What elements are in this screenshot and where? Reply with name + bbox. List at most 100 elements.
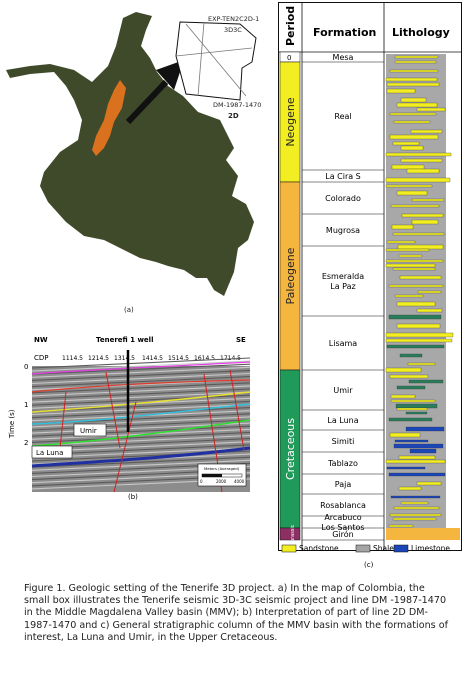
- lithology-bed: [408, 379, 444, 384]
- la-luna-label: La Luna: [36, 449, 63, 457]
- scale-tick-2: 4000: [234, 479, 245, 484]
- lithology-bed: [389, 69, 439, 73]
- la-luna-label-box: [31, 445, 73, 459]
- horizon-basement: [31, 446, 251, 468]
- formation-label: Girón: [332, 529, 354, 539]
- lithology-bed: [386, 88, 416, 94]
- scale-tick-1: 2000: [216, 479, 227, 484]
- lithology-bed: [389, 374, 429, 379]
- formation-label: Simiti: [332, 437, 355, 446]
- panel-c-letter: (c): [364, 561, 374, 569]
- period-label: Jurassic: [290, 524, 296, 544]
- lithology-bed: [385, 152, 452, 157]
- legend-swatch-limestone: [393, 544, 409, 553]
- survey-label-2: 3D3C: [224, 26, 242, 34]
- lithology-bed: [397, 244, 444, 250]
- lithology-bed: [416, 107, 446, 112]
- panel-a-letter: (a): [124, 306, 134, 314]
- lithology-bed: [411, 219, 439, 225]
- formation-label: Mesa: [333, 53, 354, 62]
- lithology-bed: [394, 55, 439, 59]
- formation-label: La Luna: [327, 416, 358, 425]
- dir-right: SE: [236, 336, 246, 344]
- lithology-bed: [400, 97, 427, 103]
- panel-b-letter: (b): [128, 493, 138, 501]
- formation-label: Rosablanca: [320, 501, 366, 510]
- time-tick: 1: [24, 401, 28, 409]
- formation-label: La Paz: [330, 282, 355, 291]
- lithology-bed: [385, 338, 453, 343]
- time-tick: 0: [24, 363, 28, 371]
- legend-shale: Shale: [373, 544, 394, 553]
- formation-label: Real: [334, 112, 351, 121]
- period-label: 0: [287, 54, 291, 62]
- lithology-bed: [392, 267, 436, 271]
- lithology-bed: [398, 254, 423, 258]
- formation-label: Colorado: [325, 194, 361, 203]
- lithology-bed: [393, 506, 440, 510]
- lithology-bed: [394, 439, 429, 443]
- lithology-bed: [401, 213, 444, 218]
- lithology-bed: [388, 284, 444, 288]
- cdp-tick: 1514.5: [168, 355, 189, 362]
- period-label: Paleogene: [284, 247, 297, 304]
- cdp-tick: 1314.5: [114, 355, 135, 362]
- lithology-bed: [385, 259, 444, 263]
- formation-label: La Cira S: [325, 172, 361, 181]
- lithology-bed: [385, 248, 430, 252]
- lithology-bed: [394, 294, 424, 298]
- cdp-label: CDP: [34, 354, 49, 362]
- formation-label: Arcabuco: [324, 513, 361, 522]
- header-formation: Formation: [313, 26, 376, 39]
- period-label: Neogene: [284, 97, 297, 146]
- lithology-bed: [405, 411, 428, 415]
- legend-limestone: Limestone: [411, 544, 450, 553]
- mmv-basin-shape: [92, 80, 126, 156]
- lithology-bed: [406, 168, 440, 174]
- time-axis-label: Time (s): [8, 409, 16, 439]
- period-column: 0 Neogene Paleogene Cretaceous Jurassic: [279, 51, 301, 545]
- lithology-bed: [390, 495, 441, 499]
- lithology-bed: [388, 524, 414, 528]
- lithology-bed: [385, 263, 436, 268]
- umir-label: Umir: [80, 427, 97, 435]
- panel-a-map: EXP-TEN2C2D-1 3D3C DM-1987-1470 2D (a): [6, 12, 261, 314]
- cdp-tick: 1414.5: [142, 355, 163, 362]
- lithology-bed: [399, 275, 442, 280]
- fault-line: [113, 401, 137, 493]
- formation-label: Mugrosa: [326, 226, 360, 235]
- cdp-tick: 1214.5: [88, 355, 109, 362]
- pointer-arrow-shaft: [125, 79, 169, 125]
- seismic-line-trace: [175, 47, 253, 57]
- time-tick: 2: [24, 439, 28, 447]
- lithology-bed: [385, 184, 433, 188]
- lithology-bed: [392, 232, 445, 236]
- fault-line: [105, 371, 121, 449]
- survey-outline: [175, 21, 257, 101]
- lithology-bed: [388, 417, 433, 422]
- lithology-bed: [392, 517, 437, 521]
- lithology-bed: [400, 158, 443, 163]
- seismic-line-trace: [185, 23, 247, 97]
- cdp-tick: 1114.5: [62, 355, 83, 362]
- lithology-bed: [389, 513, 442, 517]
- reflector: [31, 428, 251, 440]
- scale-title: Meters (Averaged): [204, 466, 240, 471]
- formation-label: Lisama: [329, 339, 358, 348]
- fault-line: [229, 369, 245, 451]
- lithology-bed: [386, 82, 440, 87]
- formation-label: Umir: [333, 386, 353, 395]
- lithology-bed: [391, 164, 425, 170]
- lithology-bed: [405, 426, 445, 432]
- formation-label: Los Santos: [321, 523, 364, 532]
- lithology-bed: [385, 459, 446, 464]
- lithology-bed: [395, 403, 438, 409]
- scale-tick-0: 0: [200, 479, 203, 484]
- lithology-bed: [390, 399, 436, 403]
- formation-label: Tablazo: [327, 459, 358, 468]
- lithology-bed: [416, 308, 443, 313]
- lithology-bed: [396, 323, 441, 329]
- reflector: [31, 459, 251, 471]
- reflector: [31, 456, 251, 468]
- lithology-bed: [385, 177, 451, 183]
